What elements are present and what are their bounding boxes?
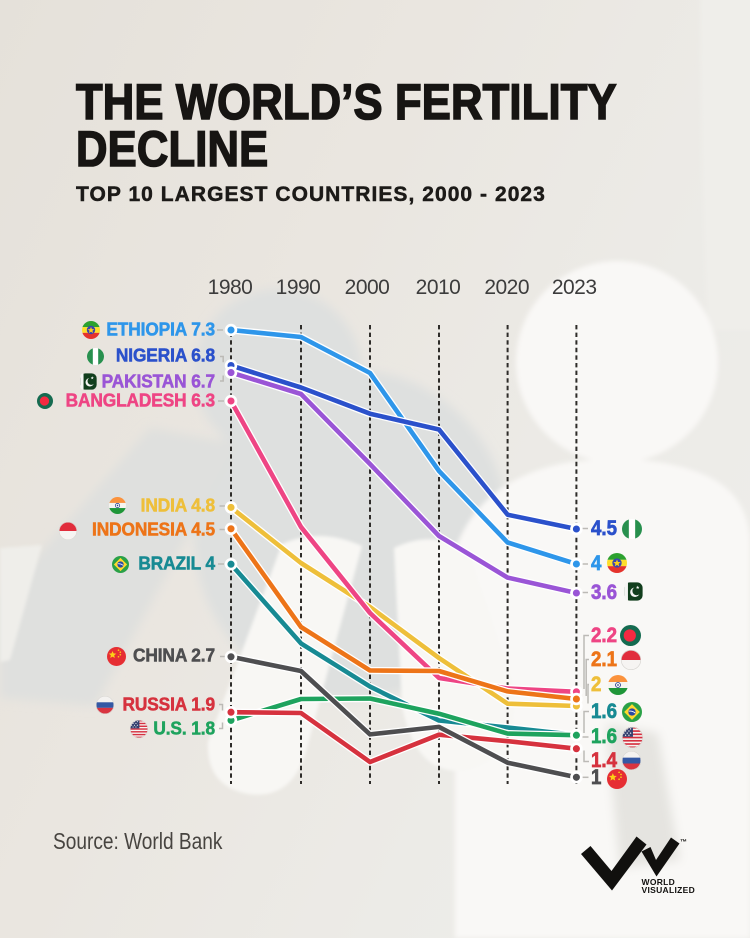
svg-text:™: ™ [680,839,687,846]
